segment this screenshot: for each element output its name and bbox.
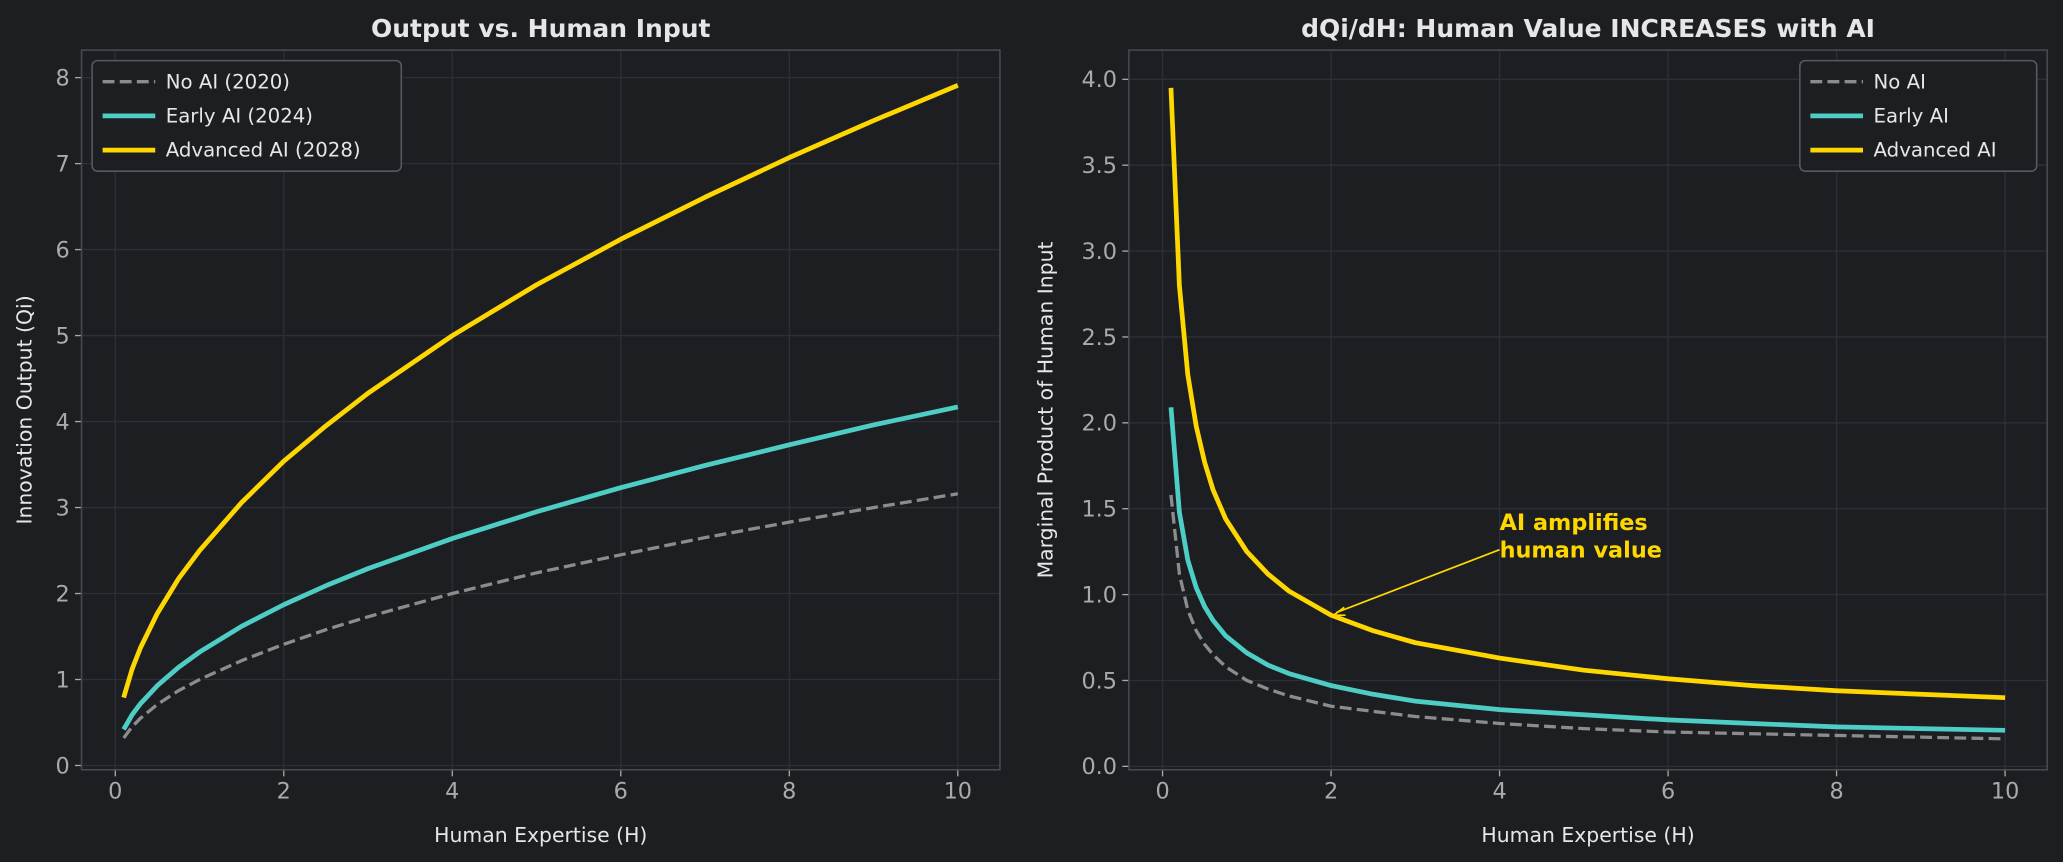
x-tick-label: 2 (1324, 779, 1338, 805)
y-tick-label: 3 (55, 495, 69, 521)
series-line-0 (122, 492, 959, 739)
x-tick-label: 10 (944, 779, 972, 805)
x-tick-label: 4 (445, 779, 459, 805)
y-tick-label: 2 (55, 581, 69, 607)
x-tick-label: 6 (1661, 779, 1675, 805)
x-tick-label: 8 (1829, 779, 1843, 805)
axes-frame (80, 49, 1001, 771)
y-tick-label: 0.0 (1081, 754, 1117, 780)
y-tick-label: 1.5 (1081, 497, 1117, 523)
y-tick-label: 8 (55, 66, 69, 92)
x-tick-label: 0 (108, 779, 122, 805)
x-tick-label: 6 (614, 779, 628, 805)
y-tick-label: 1.0 (1081, 582, 1117, 608)
x-tick-label: 8 (782, 779, 796, 805)
legend-label: No AI (2020) (166, 70, 290, 93)
y-tick-label: 3.0 (1081, 239, 1117, 265)
legend-label: Advanced AI (1874, 139, 1997, 162)
axes-frame (1128, 49, 2049, 771)
legend-box (91, 59, 403, 172)
y-tick-label: 4 (55, 409, 69, 435)
series-line-0 (1169, 494, 2006, 741)
x-tick-label: 2 (277, 779, 291, 805)
annotation-text: AI amplifies (1500, 510, 1648, 536)
y-tick-label: 6 (55, 237, 69, 263)
x-tick-label: 0 (1155, 779, 1169, 805)
legend-label: Advanced AI (2028) (166, 139, 361, 162)
y-axis-label: Marginal Product of Human Input (1034, 241, 1058, 578)
annotation-arrow (1336, 548, 1500, 614)
chart-1: 0 2 4 6 8 10 0.0 0.5 1.0 1.5 2.0 2.5 3.0 3.5 4.0 dQi/dH… (1034, 14, 2049, 847)
annotation-text: human value (1500, 538, 1662, 564)
series-line-2 (121, 83, 959, 699)
annotation-arrowhead (1333, 606, 1346, 617)
chart-0: 0 2 4 6 8 10 0 1 2 3 4 5 6 7 8 Output vs. Human Input Hu… (13, 14, 1001, 847)
series-line-1 (1168, 407, 2006, 733)
y-tick-label: 4.0 (1081, 67, 1117, 93)
chart-title: Output vs. Human Input (371, 14, 710, 43)
legend-label: Early AI (1874, 104, 1949, 127)
legend-label: No AI (1874, 70, 1926, 93)
y-tick-label: 3.5 (1081, 153, 1117, 179)
y-tick-label: 0 (55, 753, 69, 779)
legend: No AI Early AI Advanced AI (1799, 59, 2038, 172)
y-tick-label: 0.5 (1081, 668, 1117, 694)
x-tick-label: 4 (1492, 779, 1506, 805)
series-line-1 (121, 404, 959, 731)
y-tick-label: 2.0 (1081, 411, 1117, 437)
x-axis-label: Human Expertise (H) (434, 823, 647, 847)
chart-title: dQi/dH: Human Value INCREASES with AI (1301, 14, 1875, 43)
x-axis-label: Human Expertise (H) (1481, 823, 1694, 847)
series-line-2 (1168, 87, 2006, 701)
y-tick-label: 2.5 (1081, 325, 1117, 351)
legend-label: Early AI (2024) (166, 104, 313, 127)
y-tick-label: 1 (55, 667, 69, 693)
legend: No AI (2020) Early AI (2024) Advanced AI (… (91, 59, 403, 172)
legend-box (1799, 59, 2038, 172)
y-axis-label: Innovation Output (Qi) (13, 295, 37, 524)
y-tick-label: 7 (55, 152, 69, 178)
y-tick-label: 5 (55, 323, 69, 349)
x-tick-label: 10 (1991, 779, 2019, 805)
